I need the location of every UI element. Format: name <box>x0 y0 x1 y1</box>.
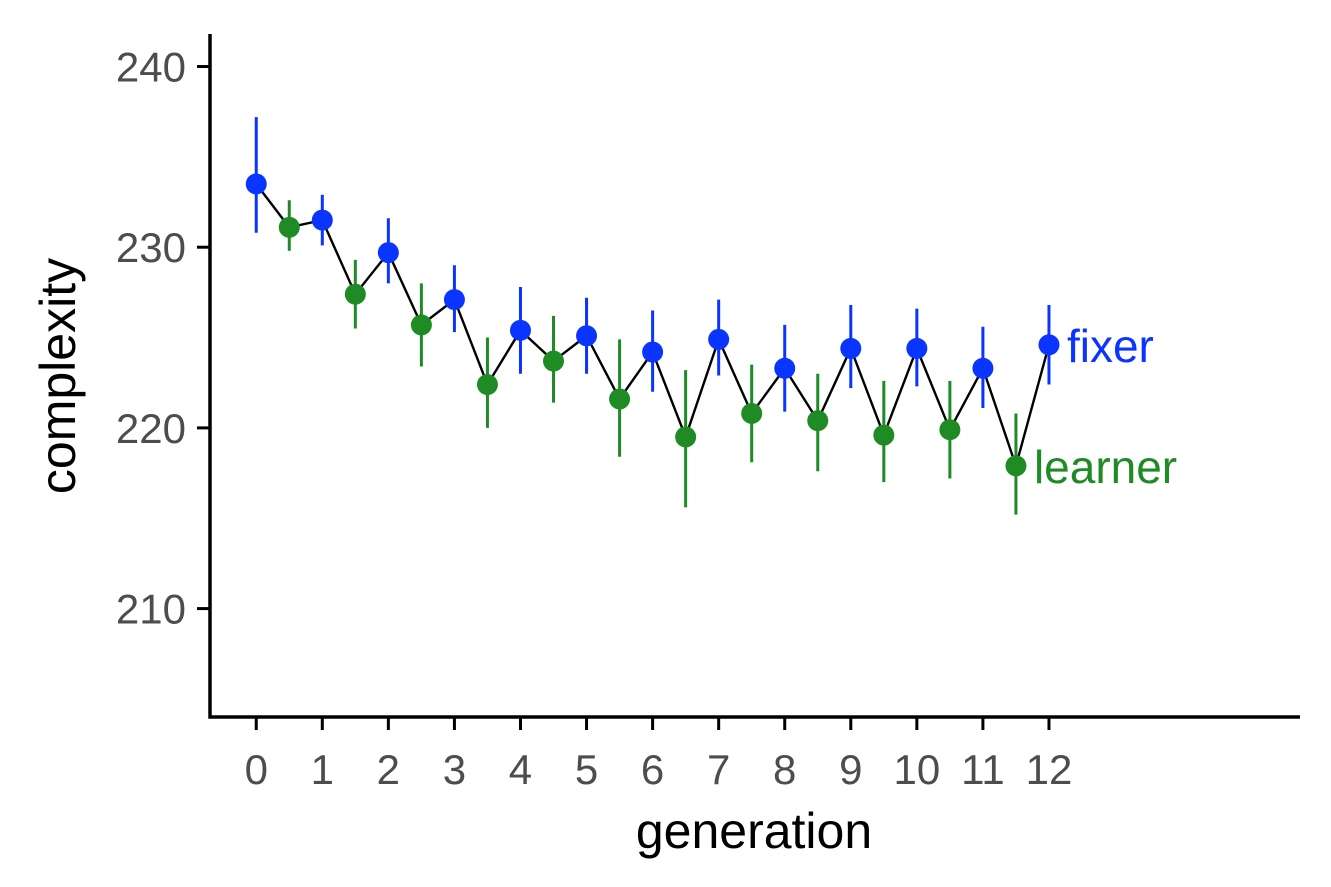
x-tick-label-3: 3 <box>443 746 466 793</box>
point-fixer-12 <box>1038 334 1060 356</box>
point-fixer-8 <box>774 357 796 379</box>
point-learner-9 <box>873 424 895 446</box>
y-tick-label-220: 220 <box>116 405 186 452</box>
point-fixer-10 <box>906 337 928 359</box>
point-fixer-3 <box>443 289 465 311</box>
point-learner-0 <box>278 216 300 238</box>
point-fixer-0 <box>245 173 267 195</box>
y-tick-label-230: 230 <box>116 224 186 271</box>
point-fixer-6 <box>642 341 664 363</box>
x-tick-label-9: 9 <box>839 746 862 793</box>
series-labels: fixer learner <box>1034 320 1177 493</box>
x-tick-label-0: 0 <box>245 746 268 793</box>
y-axis-title: complexity <box>30 258 86 494</box>
point-learner-3 <box>476 374 498 396</box>
point-learner-10 <box>939 419 961 441</box>
y-tick-label-240: 240 <box>116 44 186 91</box>
x-tick-label-6: 6 <box>641 746 664 793</box>
point-fixer-1 <box>311 209 333 231</box>
point-fixer-2 <box>377 242 399 264</box>
x-tick-label-10: 10 <box>893 746 940 793</box>
point-learner-11 <box>1005 455 1027 477</box>
x-tick-label-7: 7 <box>707 746 730 793</box>
x-tick-label-8: 8 <box>773 746 796 793</box>
data-points <box>245 173 1060 477</box>
x-axis-title: generation <box>636 803 872 859</box>
x-tick-label-5: 5 <box>575 746 598 793</box>
point-learner-2 <box>410 314 432 336</box>
x-tick-label-2: 2 <box>377 746 400 793</box>
point-fixer-9 <box>840 337 862 359</box>
x-tick-label-12: 12 <box>1026 746 1073 793</box>
point-learner-5 <box>609 388 631 410</box>
point-learner-8 <box>807 410 829 432</box>
point-learner-1 <box>344 283 366 305</box>
error-bars <box>254 117 1051 515</box>
point-learner-7 <box>741 402 763 424</box>
series-label-learner: learner <box>1034 441 1177 493</box>
point-learner-6 <box>675 426 697 448</box>
x-tick-label-4: 4 <box>509 746 532 793</box>
point-fixer-5 <box>576 325 598 347</box>
x-tick-label-11: 11 <box>961 746 1005 793</box>
point-fixer-4 <box>509 319 531 341</box>
series-label-fixer: fixer <box>1067 320 1154 372</box>
y-tick-label-210: 210 <box>116 586 186 633</box>
point-fixer-7 <box>708 328 730 350</box>
point-learner-4 <box>543 350 565 372</box>
point-fixer-11 <box>972 357 994 379</box>
x-tick-label-1: 1 <box>311 746 334 793</box>
